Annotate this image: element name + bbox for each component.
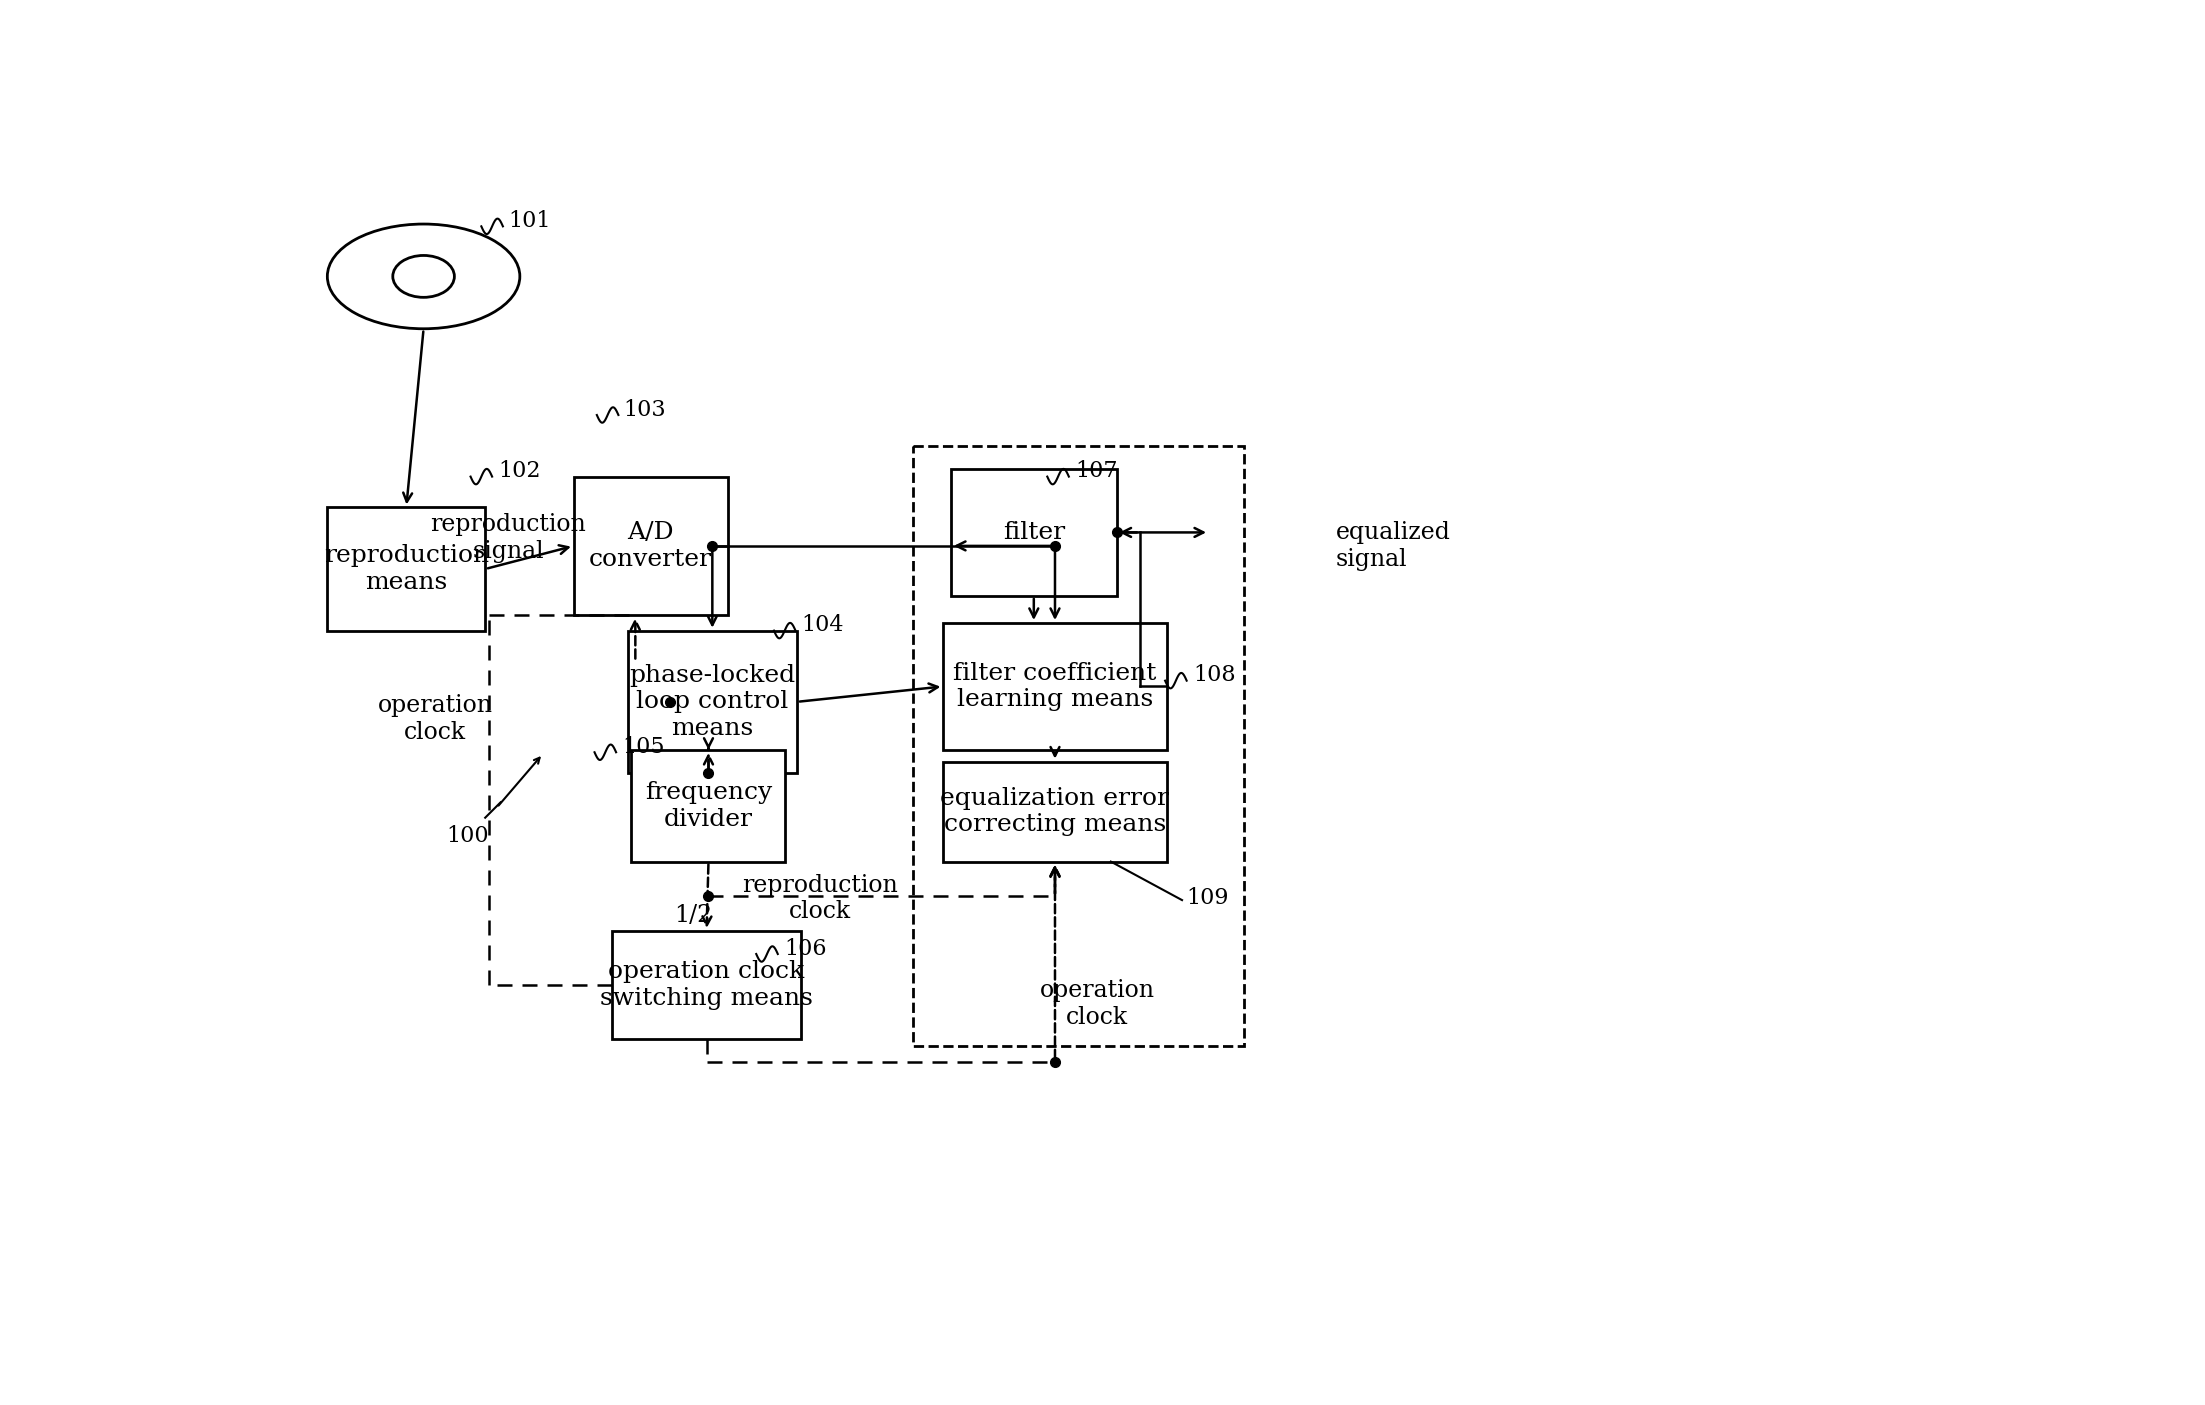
- Bar: [326, 507, 485, 631]
- Bar: [573, 476, 728, 615]
- Text: 100: 100: [448, 825, 490, 847]
- Bar: [950, 469, 1116, 596]
- Text: frequency
divider: frequency divider: [644, 781, 772, 830]
- Text: 109: 109: [1186, 887, 1228, 909]
- Text: operation
clock: operation clock: [377, 694, 492, 745]
- Text: 105: 105: [622, 736, 664, 757]
- Text: operation clock
switching means: operation clock switching means: [600, 960, 814, 1010]
- Ellipse shape: [392, 256, 454, 298]
- Text: reproduction
means: reproduction means: [324, 544, 490, 594]
- Text: phase-locked
loop control
means: phase-locked loop control means: [628, 663, 796, 740]
- Bar: [944, 762, 1166, 861]
- Bar: [613, 932, 800, 1038]
- Ellipse shape: [326, 223, 520, 329]
- Bar: [628, 631, 796, 773]
- Bar: [913, 445, 1244, 1047]
- Text: 106: 106: [785, 937, 827, 960]
- Text: 104: 104: [803, 614, 845, 636]
- Text: 101: 101: [509, 209, 551, 232]
- Text: filter coefficient
learning means: filter coefficient learning means: [953, 662, 1158, 711]
- Text: reproduction
clock: reproduction clock: [743, 874, 897, 923]
- Text: reproduction
signal: reproduction signal: [430, 513, 587, 563]
- Bar: [631, 750, 785, 861]
- Bar: [944, 622, 1166, 750]
- Text: filter: filter: [1003, 521, 1065, 544]
- Text: equalization error
correcting means: equalization error correcting means: [942, 787, 1169, 836]
- Text: 108: 108: [1193, 665, 1235, 686]
- Text: 1/2: 1/2: [675, 903, 712, 927]
- Text: 107: 107: [1076, 461, 1118, 482]
- Text: 103: 103: [624, 399, 666, 420]
- Text: equalized
signal: equalized signal: [1336, 521, 1451, 570]
- Text: A/D
converter: A/D converter: [589, 521, 712, 570]
- Text: 102: 102: [498, 461, 540, 482]
- Text: operation
clock: operation clock: [1041, 979, 1155, 1028]
